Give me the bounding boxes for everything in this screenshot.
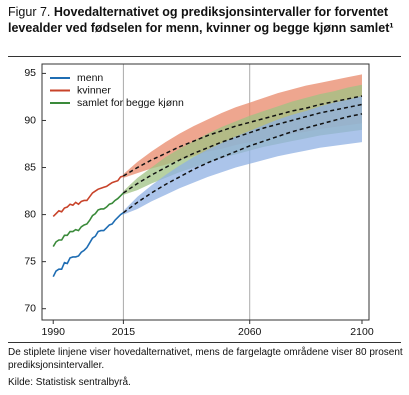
- history-line: [52, 212, 124, 278]
- x-tick-label: 2100: [350, 326, 374, 338]
- footer: De stiplete linjene viser hovedalternati…: [8, 347, 403, 390]
- y-tick-label: 90: [24, 114, 36, 126]
- y-tick-label: 95: [24, 67, 36, 79]
- y-tick-label: 70: [24, 302, 36, 314]
- figure-label: Figur 7.: [8, 5, 51, 19]
- x-tick-label: 2060: [238, 326, 262, 338]
- history-line: [52, 192, 124, 247]
- plot-frame: [41, 63, 370, 321]
- note: De stiplete linjene viser hovedalternati…: [8, 347, 403, 371]
- source: Kilde: Statistisk sentralbyrå.: [8, 377, 131, 388]
- x-tick-label: 1990: [42, 326, 66, 338]
- y-tick-label: 85: [24, 161, 36, 173]
- x-tick-label: 2015: [112, 326, 136, 338]
- y-tick-label: 80: [24, 208, 36, 220]
- chart-title: Hovedalternativet og prediksjonsinterval…: [8, 5, 394, 35]
- prediction-band: [123, 96, 362, 215]
- projection-line: [123, 95, 363, 177]
- header: Figur 7. Hovedalternativet og prediksjon…: [8, 4, 403, 36]
- projection-line: [122, 113, 363, 214]
- y-tick-label: 75: [24, 255, 36, 267]
- projection-line: [122, 103, 363, 194]
- legend-label: samlet for begge kjønn: [77, 97, 184, 109]
- legend-label: kvinner: [77, 84, 111, 96]
- history-line: [52, 175, 124, 218]
- legend-label: menn: [77, 72, 103, 84]
